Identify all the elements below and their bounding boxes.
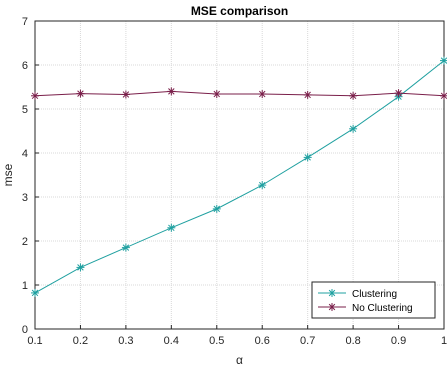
legend-label: Clustering	[352, 289, 397, 300]
x-tick-label: 0.1	[27, 335, 42, 347]
point-stroke	[328, 303, 336, 311]
point-stroke	[349, 125, 357, 133]
data-point	[303, 153, 312, 162]
data-point	[31, 91, 39, 100]
x-tick-label: 0.8	[345, 335, 360, 347]
data-point	[440, 56, 447, 65]
point-stroke	[440, 92, 447, 100]
data-point	[303, 90, 312, 99]
point-stroke	[77, 90, 84, 97]
data-point	[328, 289, 336, 297]
y-tick-label: 5	[22, 104, 28, 116]
point-stroke	[122, 91, 130, 98]
series-line	[34, 60, 445, 294]
point-stroke	[304, 154, 311, 161]
data-point	[121, 90, 130, 99]
y-tick-label: 6	[22, 60, 28, 72]
point-stroke	[213, 205, 221, 213]
y-axis-label: mse	[1, 163, 15, 186]
data-point	[440, 91, 447, 100]
x-axis-label: α	[236, 353, 243, 367]
data-point	[121, 243, 130, 252]
series-no-clustering	[31, 87, 447, 100]
y-tick-label: 7	[22, 16, 28, 28]
series-clustering	[31, 56, 447, 297]
x-tick-label: 0.4	[164, 335, 179, 347]
data-point	[76, 89, 85, 98]
point-stroke	[122, 244, 130, 251]
x-tick-label: 0.5	[209, 335, 224, 347]
x-tick-label: 1	[441, 335, 447, 347]
point-stroke	[349, 92, 357, 100]
legend-box	[311, 281, 436, 319]
data-point	[212, 90, 221, 99]
point-stroke	[168, 224, 175, 232]
point-stroke	[31, 289, 39, 297]
data-point	[258, 181, 267, 190]
data-point	[76, 263, 85, 272]
data-point	[394, 89, 403, 98]
point-stroke	[440, 57, 447, 64]
y-axis: 0 1 2 3 4 5 6 7	[22, 16, 39, 336]
x-tick-label: 0.3	[118, 335, 133, 347]
legend: Clustering No Clustering	[311, 281, 436, 319]
chart-title: MSE comparison	[191, 4, 288, 18]
data-point	[349, 91, 358, 100]
data-point	[167, 223, 176, 232]
data-point	[328, 303, 336, 311]
point-stroke	[258, 90, 266, 98]
point-stroke	[77, 264, 84, 271]
x-tick-label: 0.9	[391, 335, 406, 347]
plot-area	[34, 20, 445, 330]
point-stroke	[258, 181, 266, 189]
data-point	[212, 204, 221, 213]
y-tick-label: 0	[22, 324, 28, 336]
point-stroke	[213, 90, 221, 98]
x-tick-label: 0.2	[73, 335, 88, 347]
point-stroke	[31, 92, 39, 100]
data-point	[258, 90, 267, 99]
point-stroke	[168, 88, 175, 95]
series-layer	[31, 56, 447, 297]
legend-label: No Clustering	[352, 303, 413, 314]
x-tick-label: 0.7	[300, 335, 315, 347]
x-tick-label: 0.6	[255, 335, 270, 347]
y-tick-label: 4	[22, 148, 28, 160]
data-point	[31, 288, 39, 297]
y-tick-label: 1	[22, 280, 28, 292]
point-stroke	[395, 89, 402, 97]
point-stroke	[328, 289, 336, 297]
x-axis: 0.1 0.2 0.3 0.4 0.5 0.6 0.7 0.8 0.9 1	[27, 325, 447, 347]
y-tick-label: 2	[22, 236, 28, 248]
y-tick-label: 3	[22, 192, 28, 204]
data-point	[349, 124, 358, 133]
series-line	[34, 90, 445, 97]
point-stroke	[304, 91, 311, 99]
data-point	[167, 87, 176, 96]
